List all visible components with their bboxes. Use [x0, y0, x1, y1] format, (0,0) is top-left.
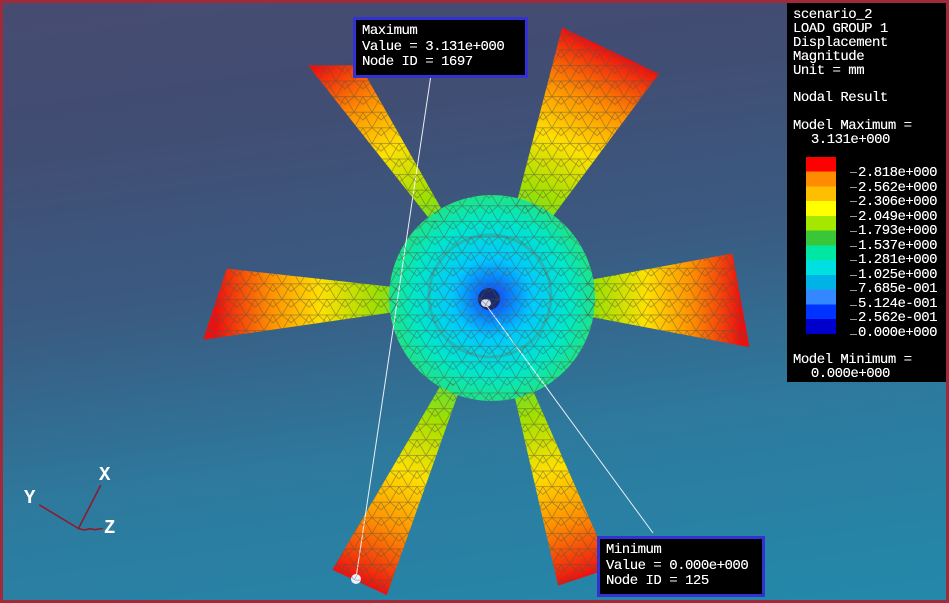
svg-text:X: X [99, 464, 111, 486]
svg-text:Z: Z [104, 517, 115, 539]
svg-text:Y: Y [24, 487, 36, 509]
